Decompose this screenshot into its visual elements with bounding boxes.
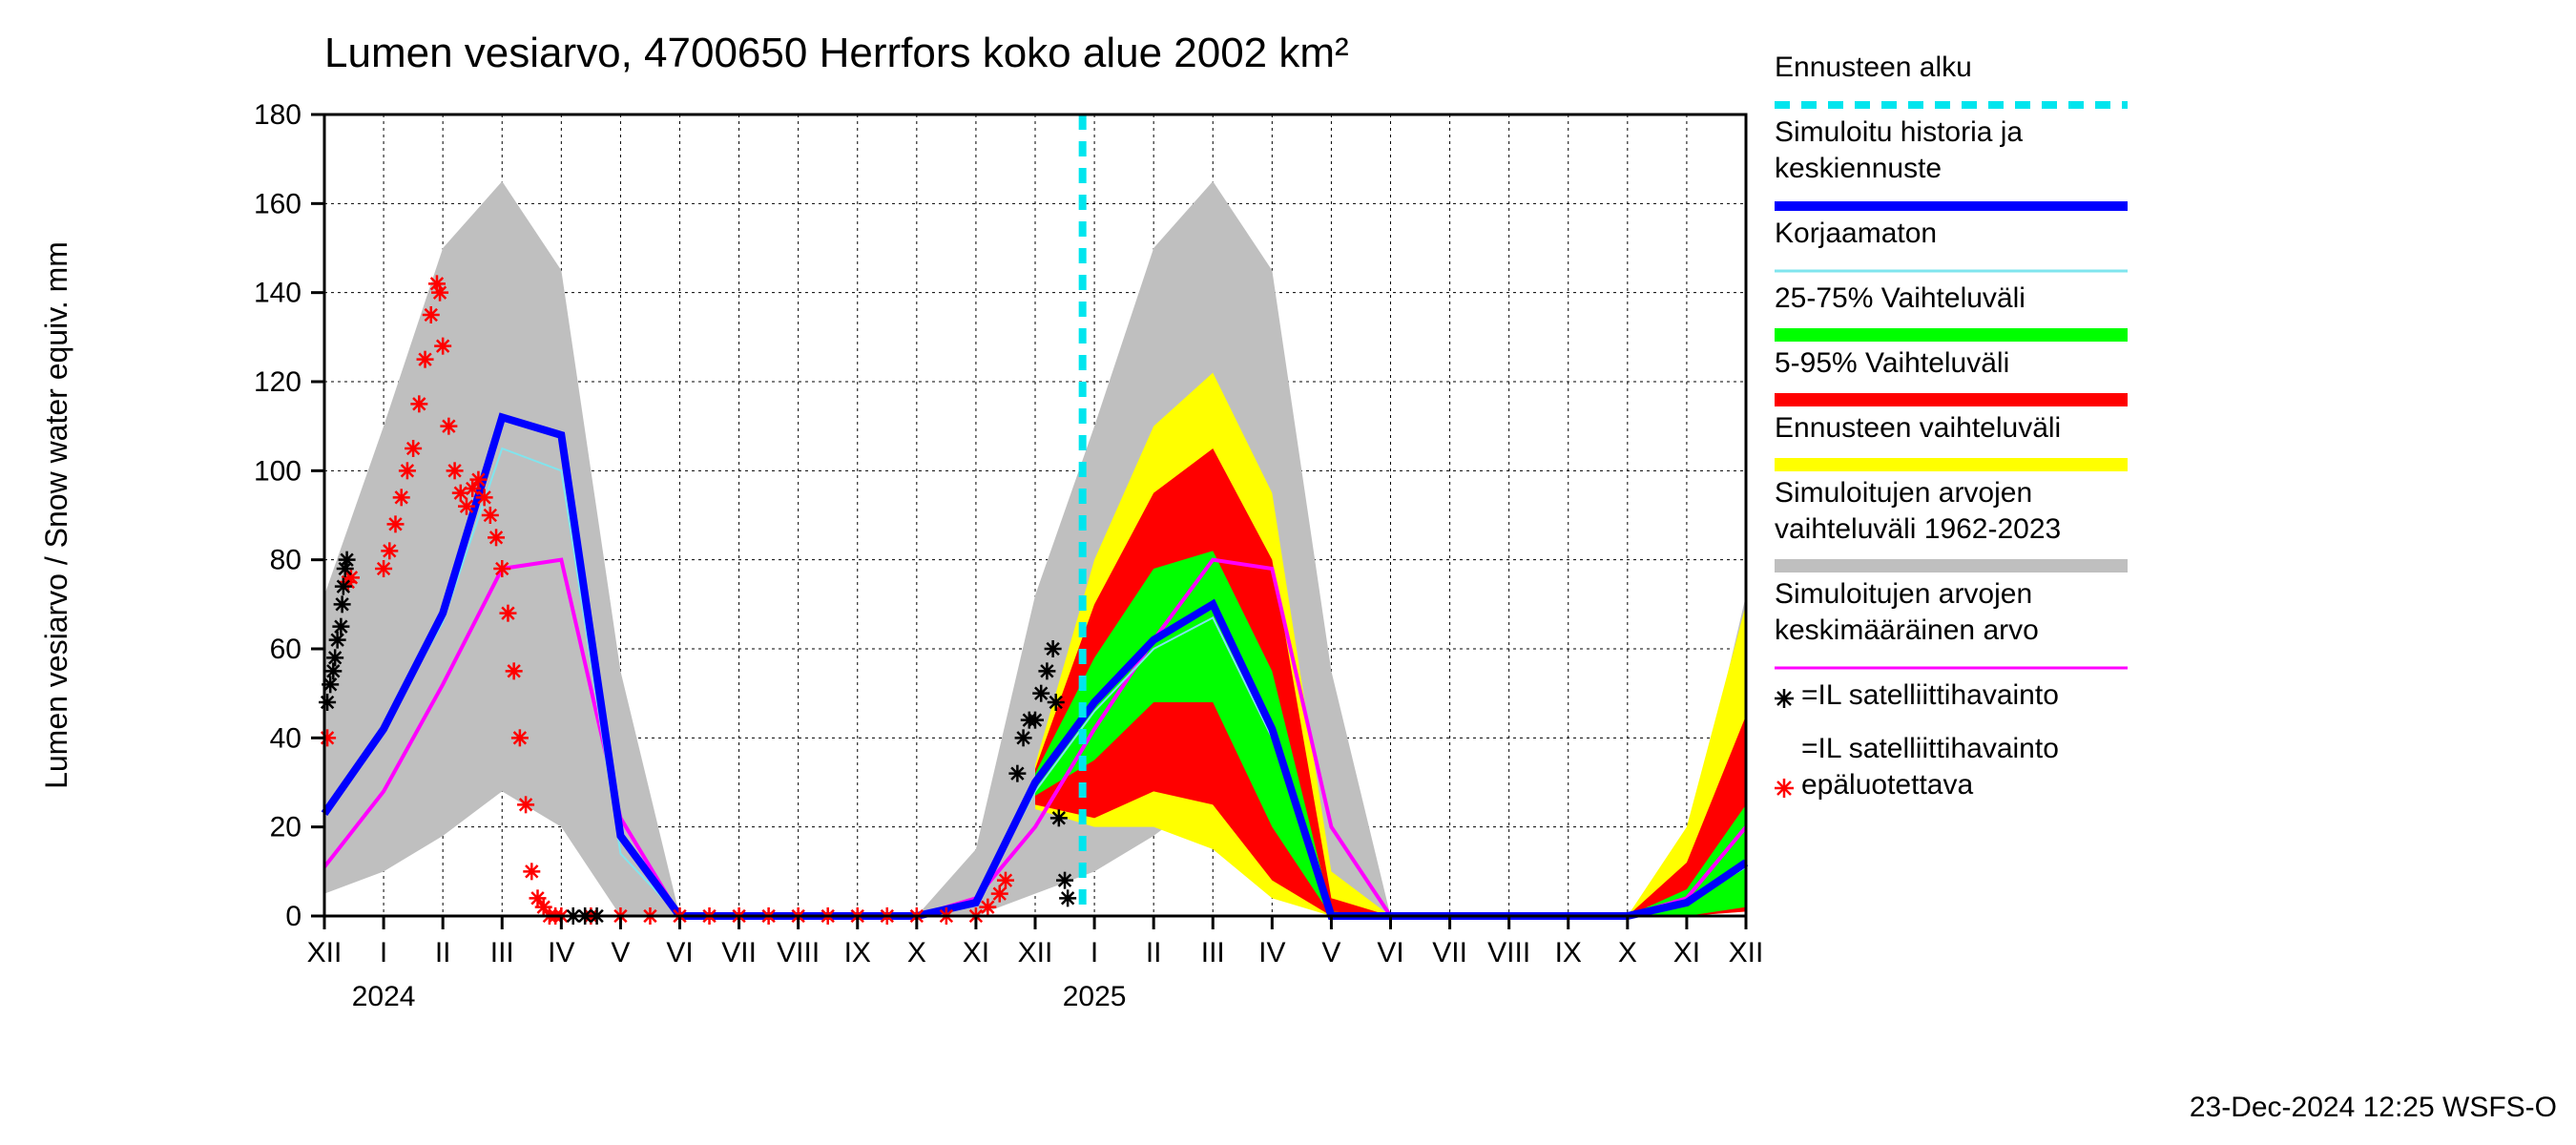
obs-marker	[423, 306, 440, 323]
obs-marker	[431, 284, 448, 302]
obs-marker	[1027, 712, 1044, 729]
x-tick-label: VII	[1432, 937, 1467, 968]
obs-marker	[410, 395, 427, 412]
obs-marker	[469, 471, 487, 489]
x-tick-label: XII	[1018, 937, 1053, 968]
y-tick-label: 0	[285, 901, 301, 932]
y-tick-label: 140	[254, 278, 301, 309]
obs-marker	[499, 605, 516, 622]
legend-label: =IL satelliittihavainto	[1801, 733, 2059, 764]
x-tick-label: II	[435, 937, 451, 968]
obs-marker	[1775, 779, 1794, 798]
obs-marker	[493, 560, 510, 577]
footer-timestamp: 23-Dec-2024 12:25 WSFS-O	[2190, 1092, 2557, 1123]
y-tick-label: 60	[270, 634, 301, 665]
x-tick-label: IX	[1555, 937, 1582, 968]
x-tick-label: XI	[963, 937, 989, 968]
y-tick-label: 160	[254, 188, 301, 219]
obs-marker	[482, 507, 499, 524]
obs-marker	[393, 489, 410, 506]
y-axis-label: Lumen vesiarvo / Snow water equiv. mm	[39, 241, 73, 789]
x-tick-label: IX	[844, 937, 871, 968]
x-year-label: 2024	[352, 981, 416, 1012]
legend-label: Simuloitujen arvojen	[1775, 477, 2032, 509]
obs-marker	[517, 796, 534, 813]
obs-marker	[1008, 765, 1026, 782]
legend-label: =IL satelliittihavainto	[1801, 679, 2059, 711]
x-year-label: 2025	[1063, 981, 1127, 1012]
y-tick-label: 80	[270, 545, 301, 576]
x-tick-label: XI	[1673, 937, 1700, 968]
obs-marker	[334, 595, 351, 613]
x-tick-label: XII	[307, 937, 343, 968]
obs-marker	[523, 863, 540, 880]
y-tick-label: 20	[270, 812, 301, 843]
x-tick-label: I	[1091, 937, 1098, 968]
obs-marker	[387, 515, 405, 532]
x-tick-label: III	[490, 937, 514, 968]
legend-label: keskimääräinen arvo	[1775, 614, 2039, 646]
x-tick-label: IV	[548, 937, 574, 968]
legend-label: Simuloitu historia ja	[1775, 116, 2023, 148]
chart-title: Lumen vesiarvo, 4700650 Herrfors koko al…	[324, 30, 1349, 76]
obs-marker	[506, 662, 523, 679]
x-tick-label: II	[1146, 937, 1162, 968]
legend-label: Korjaamaton	[1775, 218, 1937, 249]
chart-svg: 0 20 40 60 80 100 120 140 160 180 Lumen vesiarvo /…	[0, 0, 2576, 1145]
legend-label: epäluotettava	[1801, 769, 1973, 801]
obs-marker	[329, 632, 346, 649]
x-tick-label: X	[907, 937, 926, 968]
y-tick-label: 120	[254, 366, 301, 398]
x-tick-label: VIII	[1487, 937, 1530, 968]
x-tick-label: VI	[1377, 937, 1403, 968]
legend-label: Ennusteen alku	[1775, 52, 1972, 83]
legend-label: Simuloitujen arvojen	[1775, 578, 2032, 610]
obs-marker	[405, 440, 422, 457]
obs-marker	[511, 729, 529, 746]
obs-marker	[381, 542, 398, 559]
obs-marker	[488, 529, 505, 546]
obs-marker	[332, 618, 349, 635]
y-tick-label: 180	[254, 99, 301, 131]
x-tick-label: XII	[1729, 937, 1764, 968]
x-tick-label: I	[380, 937, 387, 968]
obs-marker	[440, 418, 457, 435]
y-tick-label: 40	[270, 722, 301, 754]
obs-marker	[375, 560, 392, 577]
obs-marker	[326, 649, 343, 666]
legend-label: 5-95% Vaihteluväli	[1775, 347, 2009, 379]
x-tick-label: X	[1618, 937, 1637, 968]
legend-label: Ennusteen vaihteluväli	[1775, 412, 2061, 444]
obs-marker	[458, 498, 475, 515]
x-tick-label: V	[611, 937, 630, 968]
obs-marker	[335, 578, 352, 595]
x-tick-label: IV	[1258, 937, 1285, 968]
x-tick-label: VII	[721, 937, 757, 968]
y-tick-label: 100	[254, 455, 301, 487]
obs-marker	[1045, 640, 1062, 657]
legend-label: vaihteluväli 1962-2023	[1775, 513, 2061, 545]
x-tick-label: VIII	[777, 937, 820, 968]
obs-marker	[417, 351, 434, 368]
x-tick-label: III	[1201, 937, 1225, 968]
legend-label: keskiennuste	[1775, 153, 1942, 184]
x-tick-label: VI	[666, 937, 693, 968]
obs-marker	[319, 694, 336, 711]
obs-marker	[434, 338, 451, 355]
chart-container: 0 20 40 60 80 100 120 140 160 180 Lumen vesiarvo /…	[0, 0, 2576, 1145]
obs-marker	[339, 552, 356, 569]
obs-marker	[1775, 689, 1794, 708]
obs-marker	[476, 489, 493, 506]
legend-label: 25-75% Vaihteluväli	[1775, 282, 2025, 314]
x-tick-label: V	[1321, 937, 1340, 968]
obs-marker	[324, 662, 342, 679]
obs-marker	[399, 462, 416, 479]
obs-marker	[447, 462, 464, 479]
